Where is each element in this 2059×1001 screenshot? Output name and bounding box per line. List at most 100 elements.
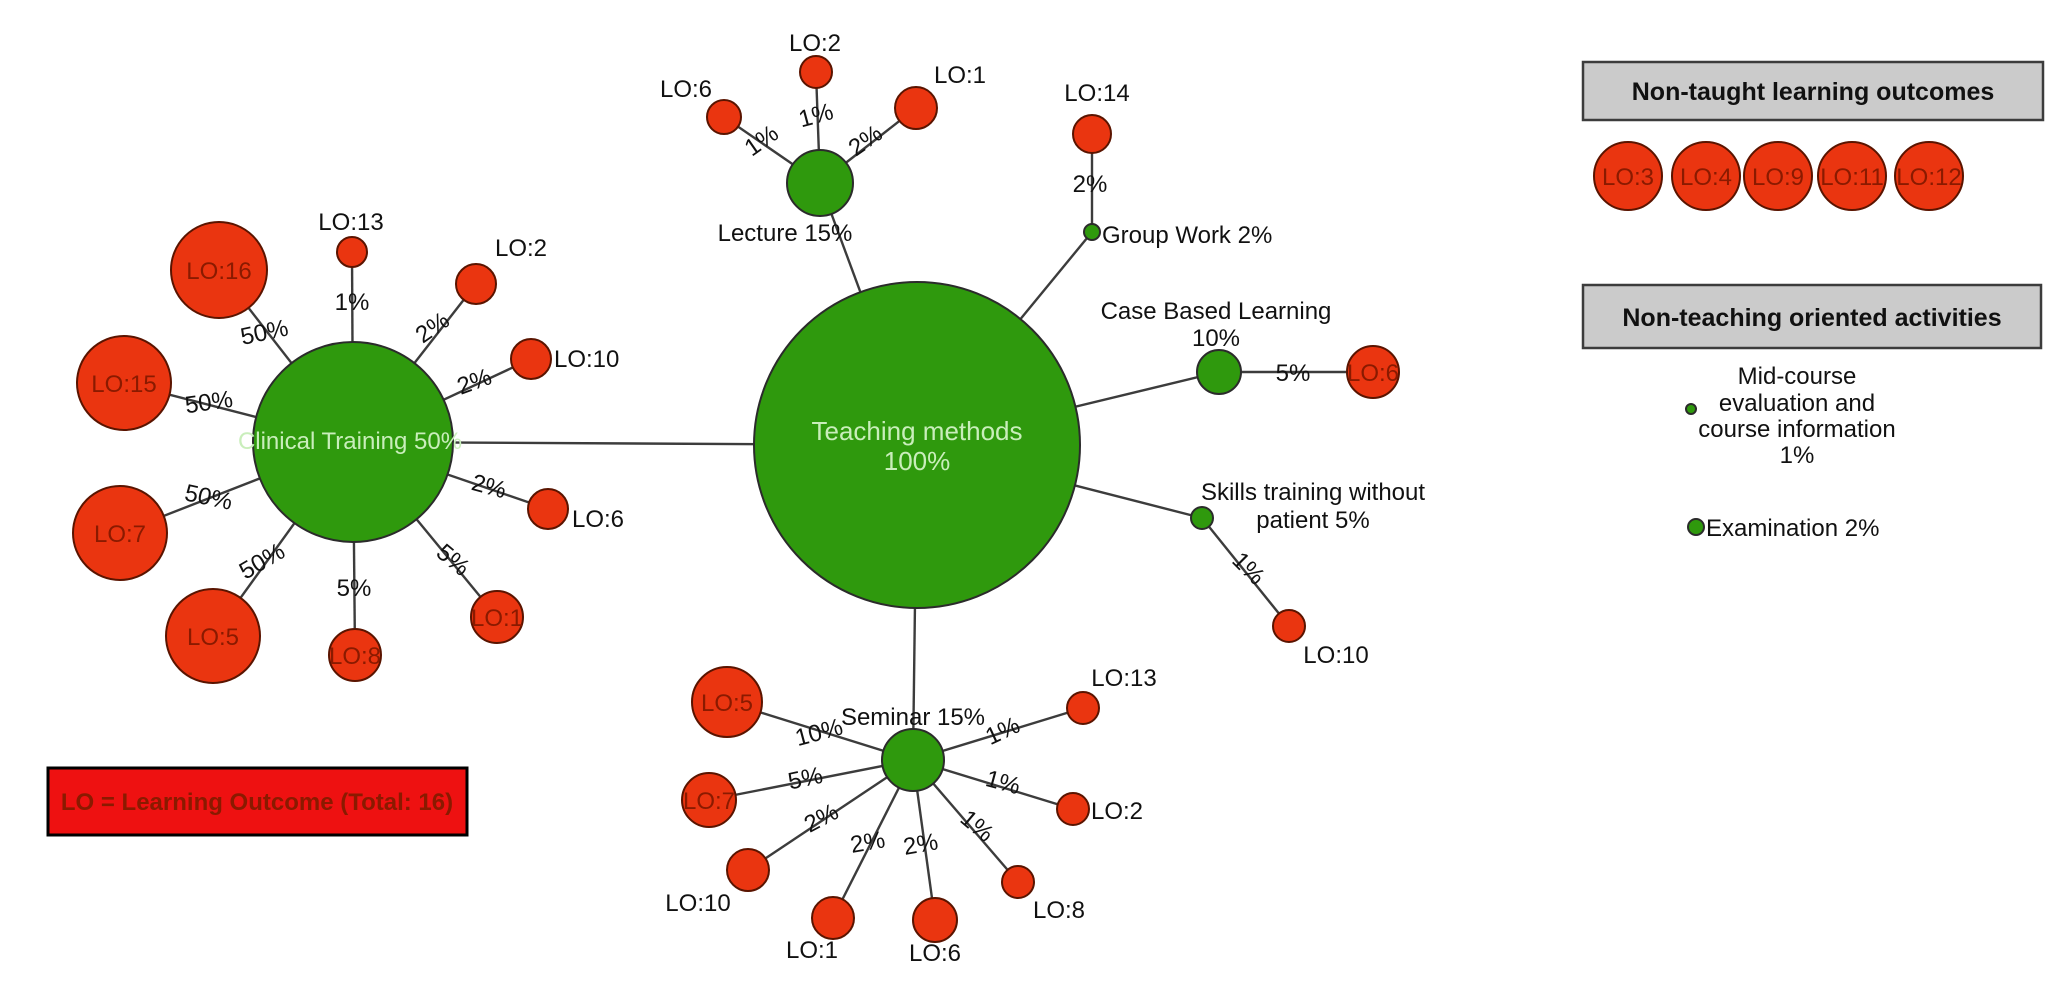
lo-node-groupwork-lo14 — [1072, 114, 1112, 154]
lo-label: LO:2 — [495, 235, 547, 262]
non-taught-title: Non-taught learning outcomes — [1632, 78, 1995, 106]
lo-node-seminar-lo6 — [912, 897, 958, 943]
lo-node-clinical-lo8 — [328, 628, 382, 682]
examination-label: Examination 2% — [1706, 515, 1879, 542]
lo-label: LO:10 — [554, 346, 619, 373]
lo-node-clinical-lo5 — [165, 588, 261, 684]
lo-node-seminar-lo2 — [1056, 792, 1090, 826]
lo-label: LO:1 — [934, 62, 986, 89]
lo-node-seminar-lo10 — [726, 848, 770, 892]
lo-node-nontaught-lo4 — [1671, 141, 1741, 211]
lo-label: LO:6 — [572, 506, 624, 533]
lecture-cluster: Lecture 15% LO:6 1% LO:2 1% LO:1 2% — [660, 30, 986, 247]
non-teaching-panel: Non-teaching oriented activities Mid-cou… — [1581, 283, 2043, 542]
lo-label: LO:5 — [701, 690, 753, 717]
lo-label: LO:8 — [329, 643, 381, 670]
lo-label: LO:7 — [683, 788, 735, 815]
lo-label: LO:13 — [318, 209, 383, 236]
mid-course-label-line2: evaluation and — [1719, 390, 1875, 417]
edge — [747, 759, 914, 871]
edge-pct-label: 5% — [786, 762, 826, 796]
edge-pct-label: 2% — [1073, 171, 1108, 198]
lo-node-clinical-lo16 — [170, 221, 268, 319]
non-teaching-title: Non-teaching oriented activities — [1622, 304, 2001, 332]
mid-course-label-line4: 1% — [1780, 442, 1815, 469]
lo-label: LO:9 — [1752, 164, 1804, 191]
edge-pct-label: 1% — [796, 98, 836, 133]
lo-node-clinical-lo7 — [72, 485, 168, 581]
group-work-cluster: LO:14 2% Group Work 2% — [1064, 80, 1272, 249]
skills-training-label-line1: Skills training without — [1201, 479, 1425, 506]
skills-training-cluster: Skills training without patient 5% 1% LO… — [1190, 479, 1425, 669]
skills-training-label-line2: patient 5% — [1256, 507, 1369, 534]
lo-node-clinical-lo2 — [455, 263, 497, 305]
lo-label: LO:7 — [94, 521, 146, 548]
edge-pct-label: 2% — [901, 828, 940, 861]
edge-pct-label: 1% — [740, 120, 784, 162]
lo-label: LO:2 — [1091, 798, 1143, 825]
lo-node-lecture-lo6 — [706, 99, 742, 135]
lo-node-nontaught-lo9 — [1743, 141, 1813, 211]
lo-label: LO:12 — [1896, 164, 1961, 191]
lo-label: LO:4 — [1680, 164, 1732, 191]
lo-node-lecture-lo1 — [894, 86, 938, 130]
lo-node-cbl-lo6 — [1346, 345, 1400, 399]
lo-label: LO:13 — [1091, 665, 1156, 692]
mid-course-dot — [1685, 403, 1697, 415]
lo-node-seminar-lo7 — [681, 772, 737, 828]
examination-dot — [1687, 518, 1705, 536]
lo-node-seminar-lo1 — [811, 896, 855, 940]
edge-pct-label: 2% — [469, 469, 509, 504]
skills-training-node — [1190, 506, 1214, 530]
lecture-node — [786, 149, 854, 217]
case-based-learning-node — [1196, 349, 1242, 395]
edge-pct-label: 50% — [235, 538, 290, 585]
edge-pct-label: 5% — [337, 575, 372, 602]
lo-node-nontaught-lo11 — [1817, 141, 1887, 211]
teaching-methods-node: Teaching methods 100% — [753, 281, 1081, 609]
lo-node-lecture-lo2 — [799, 55, 833, 89]
edge-pct-label: 1% — [983, 765, 1023, 800]
edge-pct-label: 1% — [955, 805, 999, 848]
lo-node-clinical-lo15 — [76, 335, 172, 431]
lo-label: LO:3 — [1602, 164, 1654, 191]
edge-pct-label: 1% — [981, 712, 1024, 751]
edge-pct-label: 50% — [183, 386, 234, 419]
case-based-learning-cluster: Case Based Learning 10% 5% LO:6 — [1101, 298, 1400, 399]
lo-label: LO:6 — [660, 76, 712, 103]
clinical-training-node — [252, 341, 454, 543]
clinical-training-cluster: Clinical Training 50% LO:16 50% LO:13 1%… — [72, 209, 624, 684]
non-taught-panel: Non-taught learning outcomes LO:3 LO:4 L… — [1581, 60, 2045, 211]
lo-label: LO:14 — [1064, 80, 1129, 107]
lo-node-nontaught-lo3 — [1593, 141, 1663, 211]
edge-pct-label: 5% — [1276, 360, 1311, 387]
lo-node-clinical-lo10 — [510, 338, 552, 380]
lo-label: LO:6 — [909, 940, 961, 967]
group-work-label: Group Work 2% — [1102, 222, 1272, 249]
edge-pct-label: 50% — [238, 314, 291, 350]
legend-box — [46, 766, 469, 837]
lo-label: LO:5 — [187, 624, 239, 651]
clinical-training-label: Clinical Training 50% — [238, 428, 462, 455]
lo-label: LO:10 — [665, 890, 730, 917]
edge-pct-label: 2% — [411, 307, 455, 349]
lo-node-clinical-lo13 — [336, 236, 368, 268]
lo-label: LO:11 — [1820, 164, 1884, 191]
non-taught-title-box — [1581, 60, 2045, 122]
lo-node-seminar-lo5 — [691, 666, 763, 738]
edge-pct-label: 1% — [1226, 547, 1270, 591]
legend: LO = Learning Outcome (Total: 16) — [46, 766, 469, 837]
lo-node-seminar-lo13 — [1066, 691, 1100, 725]
mid-course-label-line1: Mid-course — [1738, 363, 1857, 390]
lo-label: LO:2 — [789, 30, 841, 57]
lo-node-nontaught-lo12 — [1894, 141, 1964, 211]
lo-node-clinical-lo1 — [470, 590, 524, 644]
lo-label: LO:6 — [1347, 360, 1399, 387]
edge-pct-label: 2% — [844, 120, 888, 162]
edge-pct-label: 1% — [335, 289, 370, 316]
lo-node-skills-lo10 — [1272, 609, 1306, 643]
seminar-label: Seminar 15% — [841, 704, 985, 731]
edge — [708, 758, 914, 802]
lo-node-seminar-lo8 — [1001, 865, 1035, 899]
